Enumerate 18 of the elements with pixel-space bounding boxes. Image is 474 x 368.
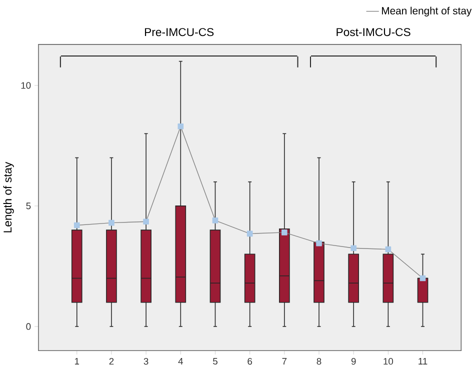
y-tick-label: 5 xyxy=(26,202,31,210)
x-tick-label: 7 xyxy=(282,358,287,364)
text: Post-IMCU-CS xyxy=(336,28,410,36)
y-tick-label: 10 xyxy=(21,82,31,89)
x-tick-label: 4 xyxy=(178,358,183,364)
x-tick-label: 5 xyxy=(212,358,218,364)
x-tick-label: 6 xyxy=(248,358,252,364)
y-axis-title: Length of stay xyxy=(3,162,14,232)
text: Pre-IMCU-CS xyxy=(144,28,214,36)
x-tick-label: 10 xyxy=(384,358,394,364)
x-tick-label: 1 xyxy=(74,358,80,364)
x-tick-label: 8 xyxy=(316,358,322,364)
x-tick-label: 9 xyxy=(351,358,356,364)
x-tick-label: 3 xyxy=(144,358,148,364)
x-tick-label: 2 xyxy=(109,358,114,364)
y-tick-label: 0 xyxy=(26,322,31,330)
legend-label: Mean lenght of stay xyxy=(382,6,472,16)
x-tick-label: 11 xyxy=(418,358,428,364)
